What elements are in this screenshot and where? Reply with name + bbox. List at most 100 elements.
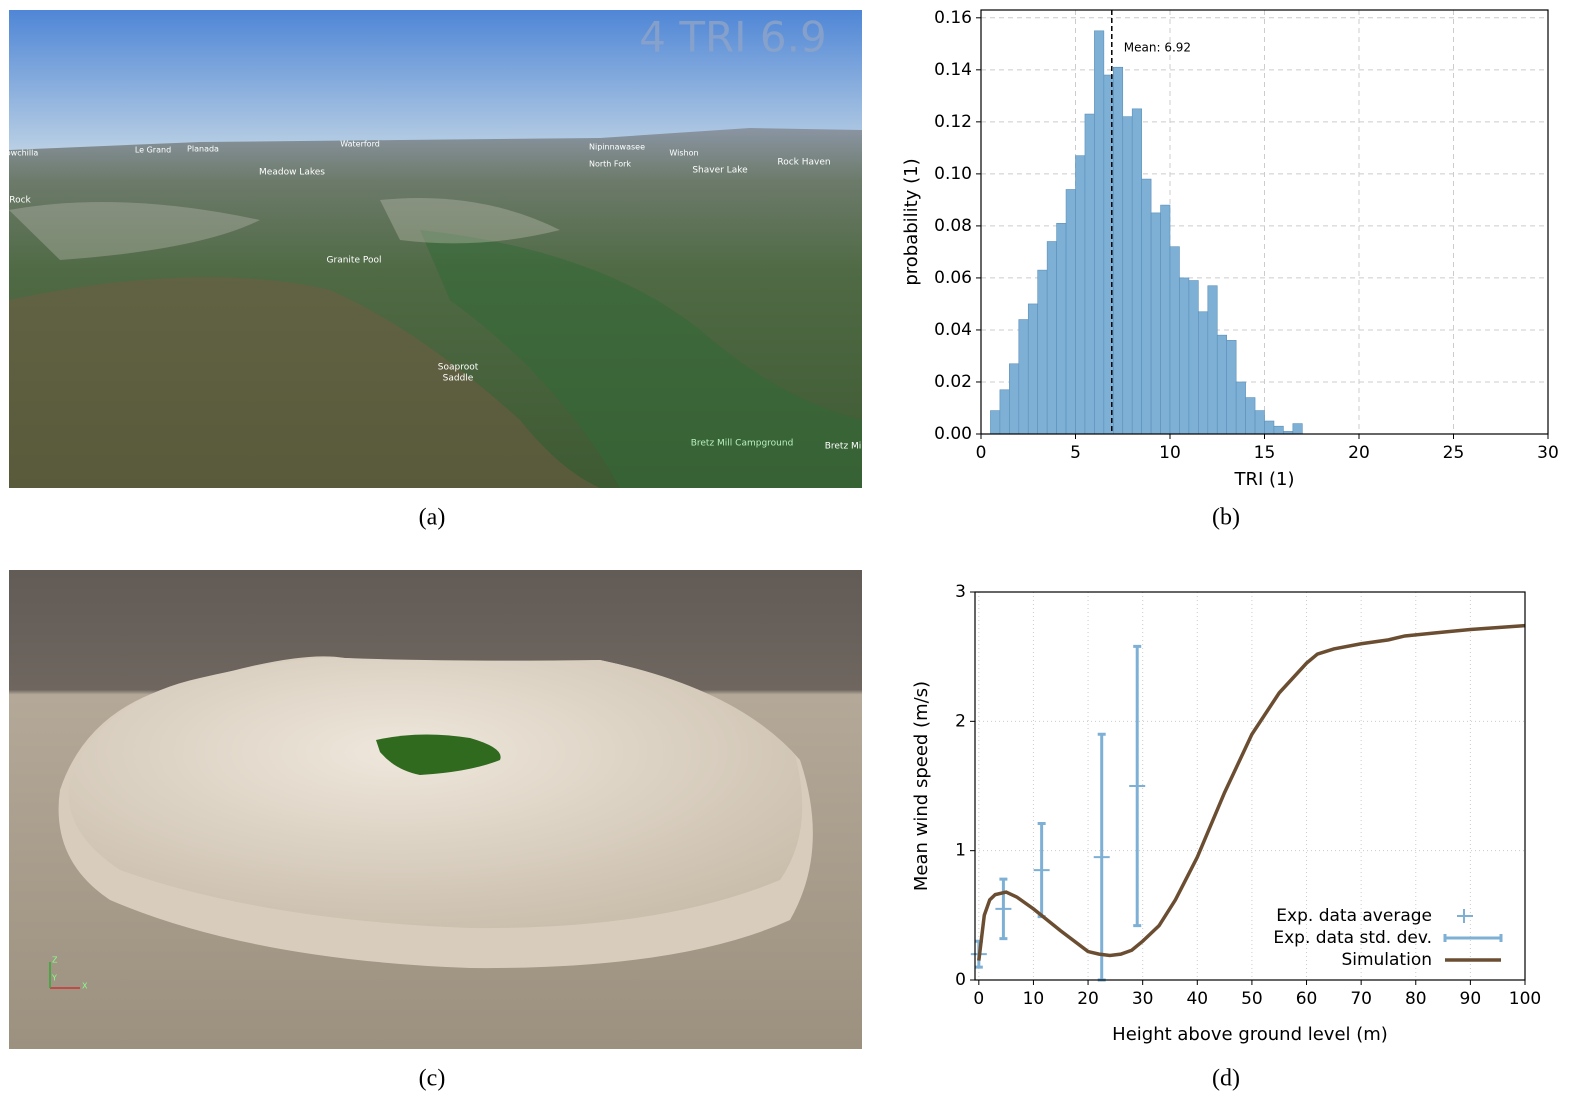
x-tick-label: 20	[1077, 989, 1099, 1009]
place-label: Waterford	[340, 140, 380, 149]
y-axis-label: Mean wind speed (m/s)	[911, 681, 932, 891]
bar	[1037, 269, 1048, 435]
bar	[1056, 223, 1067, 435]
y-tick-label: 3	[955, 582, 966, 602]
bar	[1084, 113, 1095, 435]
bar	[1169, 246, 1180, 435]
bar	[1094, 30, 1105, 435]
bar	[1245, 397, 1256, 435]
bar	[1264, 420, 1275, 435]
y-axis-label: probability (1)	[901, 158, 922, 285]
bar	[1273, 425, 1284, 435]
place-label: Saddle	[443, 374, 474, 384]
y-tick-label: 0.06	[934, 268, 972, 288]
y-tick-label: 0.02	[934, 372, 972, 392]
x-tick-label: 0	[976, 443, 987, 463]
place-label: North Fork	[589, 160, 631, 169]
bar	[1027, 303, 1038, 435]
place-label: Shaver Lake	[692, 166, 748, 176]
error-bar	[1133, 644, 1142, 928]
bar	[999, 389, 1010, 435]
bar	[1131, 108, 1142, 435]
bar	[1179, 277, 1190, 435]
x-tick-label: 70	[1350, 989, 1372, 1009]
bar	[1207, 285, 1218, 435]
bar	[1065, 189, 1076, 435]
bar	[1198, 311, 1209, 435]
bar	[1188, 280, 1199, 435]
y-tick-label: 0.12	[934, 112, 972, 132]
y-tick-label: 1	[955, 841, 966, 861]
bar	[1018, 319, 1029, 435]
x-tick-label: 40	[1186, 989, 1208, 1009]
caption: (a)	[419, 505, 446, 531]
legend-swatch	[1457, 909, 1473, 923]
axis-glyph: Z	[52, 956, 58, 965]
line-series	[977, 623, 1526, 961]
place-label: Wishon	[669, 149, 698, 158]
x-tick-label: 10	[1023, 989, 1045, 1009]
x-tick-label: 30	[1132, 989, 1154, 1009]
x-tick-label: 30	[1537, 443, 1559, 463]
x-axis-label: TRI (1)	[1233, 469, 1294, 490]
render-c	[9, 570, 862, 1049]
x-tick-label: 25	[1443, 443, 1465, 463]
bar	[1122, 116, 1133, 435]
error-bar	[999, 877, 1008, 941]
bar	[1150, 212, 1161, 435]
place-label: Bretz Mi	[825, 442, 862, 452]
bar	[1009, 363, 1020, 435]
x-tick-label: 15	[1254, 443, 1276, 463]
y-tick-label: 0	[955, 970, 966, 990]
place-label: Granite Pool	[327, 256, 382, 266]
bar	[1046, 241, 1057, 435]
place-label: Le Grand	[135, 146, 171, 155]
overlay-text: 4 TRI 6.9	[639, 13, 826, 62]
legend-swatch	[1443, 934, 1503, 942]
place-label: Meadow Lakes	[259, 168, 325, 178]
y-tick-label: 0.08	[934, 216, 972, 236]
y-tick-label: 0.16	[934, 8, 972, 28]
place-label: Planada	[187, 145, 219, 154]
y-tick-label: 0.14	[934, 60, 972, 80]
x-tick-label: 60	[1296, 989, 1318, 1009]
y-tick-label: 2	[955, 711, 966, 731]
legend-label: Exp. data std. dev.	[1273, 928, 1432, 948]
x-tick-label: 100	[1509, 989, 1541, 1009]
x-tick-label: 0	[973, 989, 984, 1009]
annotation: Mean: 6.92	[1124, 41, 1191, 55]
x-tick-label: 5	[1070, 443, 1081, 463]
y-tick-label: 0.00	[934, 424, 972, 444]
bar	[1075, 155, 1086, 435]
bar	[1216, 334, 1227, 435]
place-label: Nipinnawasee	[589, 143, 645, 152]
caption: (d)	[1212, 1066, 1240, 1092]
bar	[1113, 66, 1124, 435]
axis-glyph: Y	[51, 974, 57, 983]
plot-frame	[974, 591, 1526, 981]
legend-label: Simulation	[1341, 950, 1432, 970]
caption: (b)	[1212, 505, 1240, 531]
x-tick-label: 50	[1241, 989, 1263, 1009]
place-label: Rock Haven	[777, 158, 830, 168]
bar	[1141, 178, 1152, 435]
bar	[1160, 204, 1171, 435]
bar	[1235, 381, 1246, 435]
legend-label: Exp. data average	[1276, 906, 1432, 926]
bar	[990, 410, 1001, 435]
photo-a: 4 TRI 6.9 owchilla Le Grand Planada Waterfor…	[6, 10, 862, 488]
place-label: Rock	[9, 196, 31, 206]
x-tick-label: 20	[1348, 443, 1370, 463]
axis-glyph: X	[82, 982, 88, 991]
x-tick-label: 80	[1405, 989, 1427, 1009]
place-label: Soaproot	[438, 363, 479, 373]
x-tick-label: 90	[1460, 989, 1482, 1009]
plot-frame	[980, 9, 1549, 435]
y-tick-label: 0.10	[934, 164, 972, 184]
caption: (c)	[419, 1066, 446, 1092]
place-label: Bretz Mill Campground	[691, 439, 794, 449]
place-label: owchilla	[6, 149, 39, 158]
bar	[1292, 423, 1303, 435]
